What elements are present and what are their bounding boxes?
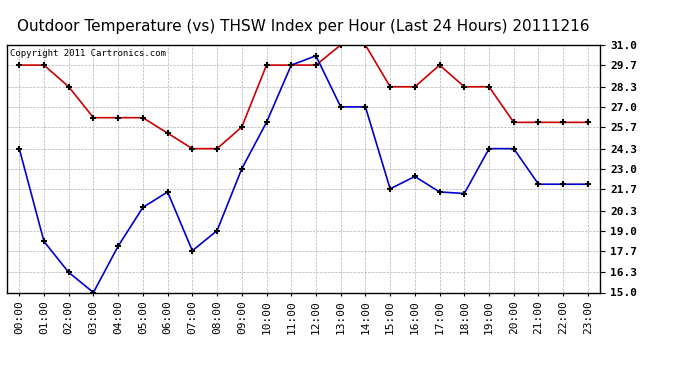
Text: Copyright 2011 Cartronics.com: Copyright 2011 Cartronics.com — [10, 49, 166, 58]
Text: Outdoor Temperature (vs) THSW Index per Hour (Last 24 Hours) 20111216: Outdoor Temperature (vs) THSW Index per … — [17, 19, 590, 34]
